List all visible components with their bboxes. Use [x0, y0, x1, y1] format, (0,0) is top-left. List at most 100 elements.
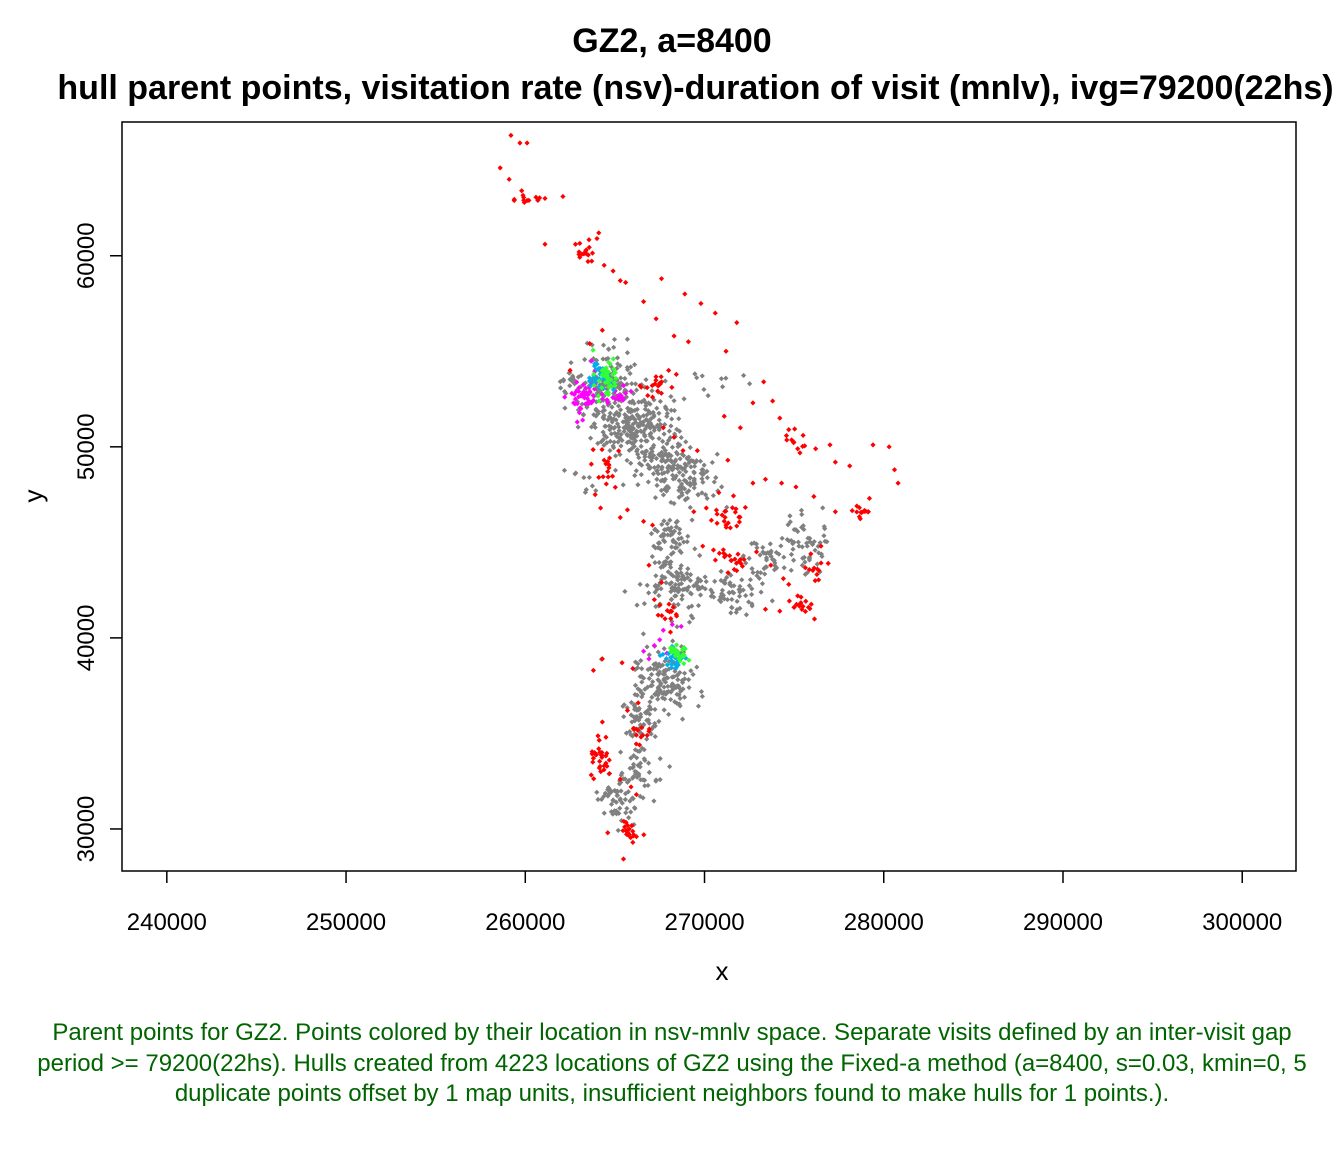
point-gray: [802, 571, 808, 577]
point-gray: [658, 487, 665, 494]
point-green: [679, 647, 686, 653]
point-gray: [610, 797, 616, 803]
point-red: [811, 565, 817, 571]
point-gray: [756, 575, 762, 582]
x-tick-label: 250000: [306, 909, 386, 936]
point-red: [599, 327, 605, 333]
point-gray: [660, 438, 666, 444]
point-cyan: [594, 361, 600, 367]
point-gray: [605, 793, 611, 799]
point-gray: [700, 479, 706, 485]
point-green: [606, 384, 612, 390]
point-red: [586, 244, 592, 250]
point-red: [601, 262, 607, 268]
point-gray: [694, 375, 700, 381]
point-gray: [656, 417, 662, 423]
point-gray: [611, 344, 617, 350]
point-gray: [640, 722, 646, 729]
point-red: [730, 493, 737, 499]
point-gray: [652, 662, 658, 668]
point-gray: [658, 576, 665, 583]
point-gray: [617, 407, 624, 413]
point-gray: [761, 550, 767, 556]
point-gray: [676, 536, 682, 542]
point-gray: [668, 393, 674, 400]
point-gray: [675, 676, 681, 683]
point-gray: [802, 559, 808, 565]
point-gray: [685, 574, 691, 581]
point-red: [827, 442, 833, 448]
point-gray: [676, 416, 682, 422]
point-gray: [634, 769, 640, 776]
point-gray: [816, 550, 822, 556]
point-gray: [632, 417, 638, 423]
point-green: [681, 644, 687, 651]
point-red: [589, 250, 596, 256]
point-gray: [636, 460, 643, 467]
point-gray: [733, 609, 739, 615]
point-gray: [657, 398, 663, 405]
point-gray: [675, 444, 681, 450]
point-gray: [659, 471, 665, 477]
point-red: [753, 549, 760, 555]
point-green: [604, 370, 610, 376]
point-gray: [676, 685, 682, 691]
point-gray: [660, 492, 667, 498]
point-gray: [664, 410, 670, 417]
chart-subtitle: hull parent points, visitation rate (nsv…: [57, 69, 1334, 107]
point-magenta: [610, 394, 616, 401]
point-gray: [645, 479, 651, 485]
point-cyan: [664, 662, 670, 668]
point-gray: [739, 577, 745, 583]
point-gray: [641, 432, 648, 438]
point-gray: [619, 770, 625, 776]
point-gray: [628, 712, 634, 718]
point-gray: [681, 694, 688, 700]
point-gray: [677, 565, 683, 572]
point-gray: [671, 602, 677, 608]
point-red: [585, 258, 591, 265]
point-gray: [629, 435, 635, 442]
point-gray: [675, 601, 681, 608]
point-gray: [638, 657, 644, 664]
point-red: [629, 823, 635, 829]
point-magenta: [591, 386, 598, 392]
point-red: [727, 553, 733, 559]
point-red: [786, 581, 792, 587]
point-red: [524, 197, 530, 204]
point-red: [796, 603, 803, 609]
point-red: [624, 707, 631, 714]
point-red: [808, 601, 814, 607]
point-red: [606, 465, 612, 471]
point-gray: [758, 570, 764, 576]
point-gray: [741, 372, 747, 379]
point-gray: [701, 462, 707, 468]
point-gray: [632, 747, 638, 753]
point-red: [533, 194, 539, 200]
point-red: [807, 606, 813, 612]
point-gray: [659, 521, 665, 528]
point-gray: [661, 518, 667, 524]
point-gray: [623, 418, 629, 424]
point-gray: [647, 699, 653, 705]
point-gray: [571, 377, 578, 383]
point-gray: [675, 577, 681, 583]
point-red: [511, 196, 517, 202]
point-gray: [612, 400, 618, 406]
point-gray: [598, 439, 604, 445]
point-gray: [673, 449, 680, 456]
point-red: [721, 550, 727, 556]
point-red: [521, 197, 527, 203]
point-gray: [672, 668, 678, 674]
point-gray: [676, 692, 682, 698]
x-tick-label: 260000: [485, 909, 565, 936]
point-red: [666, 367, 672, 373]
point-gray: [662, 476, 668, 482]
point-gray: [807, 539, 813, 545]
point-gray: [699, 693, 705, 700]
point-gray: [624, 779, 631, 785]
point-gray: [639, 673, 645, 680]
point-magenta: [574, 400, 580, 407]
point-red: [633, 791, 640, 798]
point-gray: [671, 407, 678, 414]
